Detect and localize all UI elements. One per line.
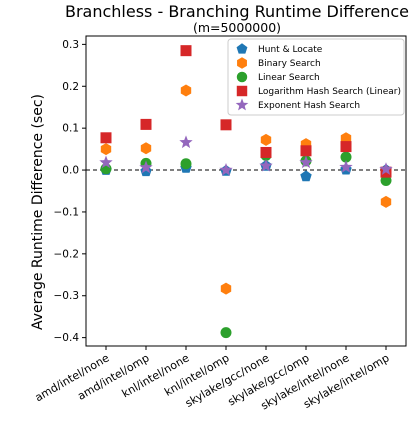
point-logarithm-hash-search-linear [140, 118, 152, 130]
point-linear-search [220, 327, 232, 339]
chart-subtitle: (m=5000000) [193, 20, 281, 35]
point-linear-search [340, 151, 352, 163]
y-tick-label: 0.1 [62, 123, 79, 135]
y-tick-label: 0.2 [62, 81, 79, 93]
point-binary-search [180, 84, 192, 97]
legend: Hunt & Locate Binary Search Linear Search L… [227, 38, 405, 116]
legend-entry-exponent-hash-search: Exponent Hash Search [258, 101, 360, 111]
point-exponent-hash-search [299, 155, 313, 169]
legend-entry-hunt-locate: Hunt & Locate [258, 45, 323, 55]
legend-entry-binary-search: Binary Search [258, 59, 321, 69]
point-binary-search [140, 142, 152, 155]
point-exponent-hash-search [179, 135, 193, 149]
legend-entry-linear-search: Linear Search [258, 73, 320, 83]
point-logarithm-hash-search-linear [100, 132, 112, 144]
point-logarithm-hash-search-linear [180, 45, 192, 57]
legend-marker-binary-search [237, 57, 247, 69]
legend-entry-logarithm-hash-search-linear: Logarithm Hash Search (Linear) [258, 87, 401, 97]
y-tick-label: 0.0 [62, 165, 79, 177]
legend-marker-logarithm-hash-search-linear [236, 85, 248, 97]
point-logarithm-hash-search-linear [220, 119, 232, 131]
point-exponent-hash-search [99, 155, 113, 169]
y-tick-label: −0.4 [54, 332, 80, 344]
point-logarithm-hash-search-linear [300, 145, 312, 157]
point-linear-search [380, 175, 392, 187]
point-logarithm-hash-search-linear [260, 146, 272, 158]
point-binary-search [260, 133, 272, 146]
legend-box [227, 38, 405, 116]
chart-title: Branchless - Branching Runtime Differenc… [65, 2, 409, 21]
y-tick-label: −0.1 [54, 206, 80, 218]
point-logarithm-hash-search-linear [340, 141, 352, 153]
legend-marker-linear-search [236, 71, 248, 83]
y-tick-label: −0.2 [54, 248, 80, 260]
point-binary-search [380, 195, 392, 208]
point-binary-search [220, 282, 232, 295]
y-tick-label: −0.3 [54, 290, 80, 302]
point-hunt-locate [300, 170, 312, 182]
point-linear-search [180, 158, 192, 170]
point-exponent-hash-search [259, 158, 273, 172]
point-exponent-hash-search [339, 160, 353, 173]
point-binary-search [100, 143, 112, 156]
legend-marker-exponent-hash-search [235, 98, 249, 111]
plot-frame [85, 35, 407, 347]
y-tick-label: 0.3 [62, 39, 79, 51]
point-exponent-hash-search [379, 162, 393, 175]
point-exponent-hash-search [219, 163, 233, 176]
y-axis-label: Average Runtime Difference (sec) [30, 94, 46, 330]
legend-marker-hunt-locate [236, 43, 248, 54]
point-exponent-hash-search [139, 160, 153, 174]
